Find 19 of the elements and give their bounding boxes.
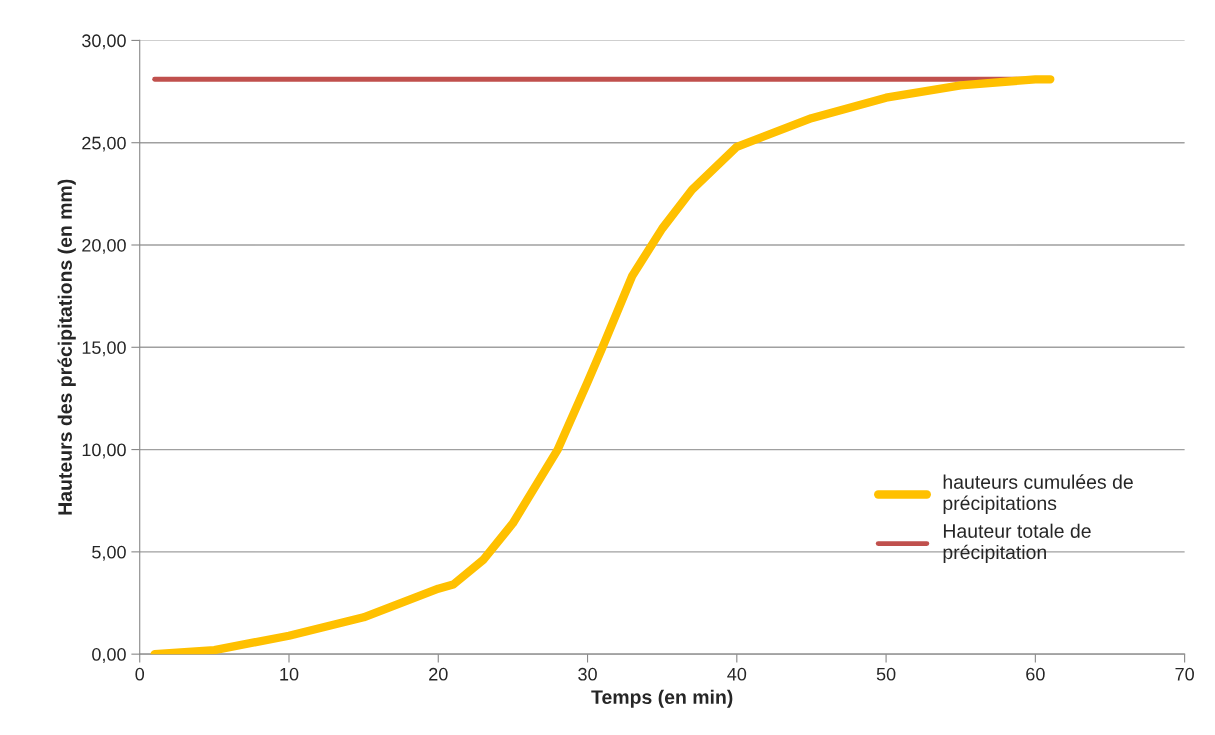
legend-label: Hauteur totale de précipitation: [943, 523, 1091, 563]
x-tick-label: 0: [135, 667, 145, 681]
x-tick-label: 60: [1026, 667, 1045, 681]
y-axis-title: Hauteurs des précipitations (en mm): [57, 179, 76, 515]
x-axis-title: Temps (en min): [591, 689, 733, 708]
y-tick-label: 5,00: [92, 545, 126, 561]
x-tick-label: 50: [876, 667, 896, 681]
y-tick-label: 10,00: [82, 443, 126, 459]
x-tick-label: 40: [727, 667, 747, 681]
y-tick-label: 15,00: [82, 341, 126, 357]
x-tick-label: 10: [280, 667, 299, 681]
x-tick-label: 30: [578, 667, 597, 681]
y-tick-label: 20,00: [82, 238, 126, 254]
x-tick-label: 20: [429, 667, 448, 681]
y-tick-label: 0,00: [92, 648, 126, 663]
y-tick-label: 25,00: [82, 136, 126, 152]
y-tick-label: 30,00: [82, 34, 126, 50]
legend-label: hauteurs cumulées de précipitations: [943, 474, 1133, 514]
x-tick-label: 70: [1175, 667, 1194, 681]
